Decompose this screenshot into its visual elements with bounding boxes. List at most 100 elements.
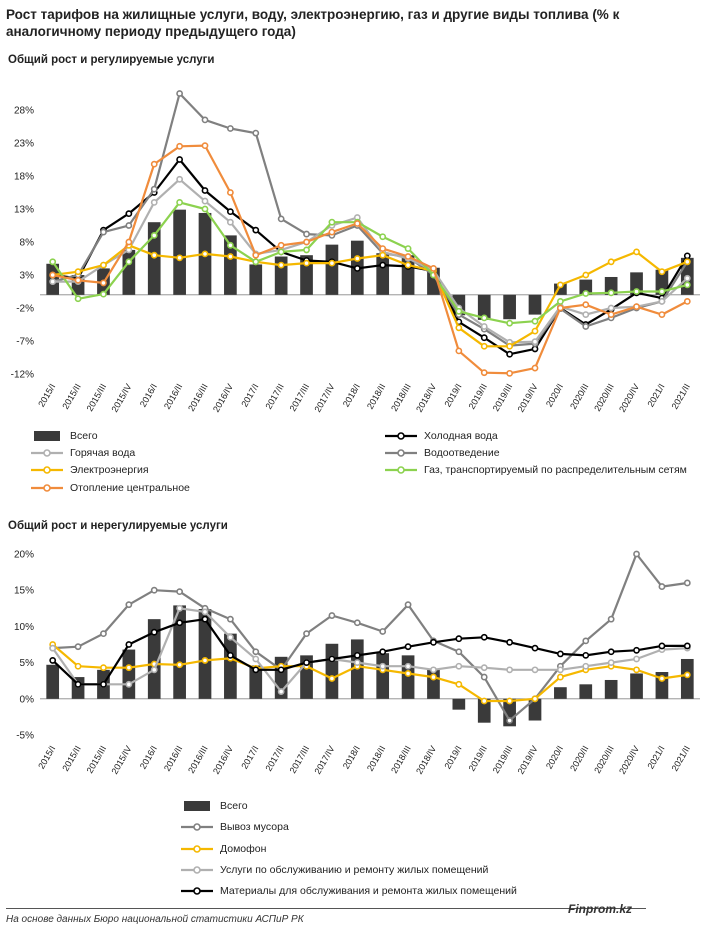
x-tick-label: 2015/II — [60, 744, 82, 773]
legend-marker — [193, 866, 201, 874]
footer-divider — [6, 908, 646, 909]
series-point — [74, 643, 82, 651]
bar-2020/IV — [630, 673, 643, 699]
x-tick-label: 2015/IV — [109, 382, 133, 414]
series-point — [556, 673, 564, 681]
x-tick-label: 2019/II — [467, 382, 489, 411]
series-point — [201, 187, 209, 194]
series-point — [607, 615, 615, 623]
series-point — [201, 197, 209, 205]
legend-marker — [43, 484, 51, 492]
legend-marker — [397, 449, 405, 457]
bar-2021/II — [680, 658, 694, 699]
series-line-2 — [51, 643, 688, 703]
series-point — [277, 241, 285, 249]
series-point — [252, 258, 260, 266]
series-point — [633, 288, 640, 295]
y-tick-label: 28% — [14, 106, 34, 117]
series-point — [150, 251, 158, 259]
x-tick-label: 2018/III — [389, 382, 413, 413]
series-point — [480, 633, 488, 641]
y-tick-label: 15% — [14, 586, 34, 597]
x-tick-label: 2015/I — [36, 382, 57, 409]
series-point — [100, 279, 107, 287]
bar-2016/IV — [224, 235, 237, 295]
series-point — [683, 252, 691, 260]
legend-item: Домофон — [180, 843, 266, 855]
legend-label: Горячая вода — [70, 447, 136, 459]
legend-label: Всего — [70, 430, 98, 442]
series-line-3 — [51, 607, 688, 693]
series-point — [633, 666, 640, 674]
legend-item: Всего — [180, 800, 248, 812]
series-point — [100, 664, 107, 672]
legend-marker — [193, 845, 201, 853]
bar-2016/III — [198, 609, 212, 699]
series-point — [506, 717, 514, 724]
y-tick-label: -2% — [16, 304, 34, 315]
series-point — [633, 303, 640, 311]
series-point — [506, 319, 514, 327]
series-point — [582, 301, 590, 309]
series-point — [480, 342, 488, 350]
x-tick-label: 2018/I — [341, 382, 362, 409]
series-point — [683, 671, 691, 679]
x-tick-label: 2015/III — [85, 382, 109, 413]
series-point — [176, 199, 184, 206]
legend-label: Вывоз мусора — [220, 821, 289, 833]
series-point — [607, 311, 615, 318]
series-point — [328, 218, 336, 226]
legend-bar-swatch — [184, 801, 210, 811]
series-point — [49, 271, 57, 279]
series-point — [531, 327, 539, 335]
series-point — [633, 550, 640, 558]
x-tick-label: 2020/III — [592, 382, 616, 413]
legend-item: Вывоз мусора — [180, 821, 289, 833]
legend-item: Электроэнергия — [30, 464, 149, 476]
series-point — [226, 615, 234, 623]
series-point — [328, 228, 336, 236]
series-point — [430, 638, 437, 646]
series-point — [201, 250, 209, 258]
series-point — [683, 642, 691, 650]
legend-label: Услуги по обслуживанию и ремонту жилых п… — [220, 864, 489, 876]
x-tick-label: 2017/II — [263, 382, 285, 411]
series-point — [455, 662, 463, 670]
series-point — [201, 205, 209, 213]
series-point — [201, 142, 209, 150]
y-tick-label: -7% — [16, 337, 34, 348]
series-point — [556, 666, 564, 674]
source-note: На основе данных Бюро национальной стати… — [6, 914, 304, 925]
series-point — [404, 261, 412, 269]
series-point — [252, 655, 260, 663]
series-line-1 — [52, 158, 689, 356]
series-line-6 — [52, 144, 688, 375]
y-tick-label: -12% — [11, 370, 34, 381]
series-line-2 — [52, 92, 689, 347]
x-tick-label: 2016/II — [162, 744, 184, 773]
series-point — [176, 588, 184, 596]
bar-2016/IV — [224, 633, 237, 699]
series-point — [277, 215, 285, 223]
series-point — [303, 246, 310, 254]
series-point — [455, 347, 463, 355]
series-point — [100, 680, 107, 688]
series-point — [404, 245, 412, 252]
x-tick-label: 2016/I — [138, 382, 159, 409]
series-point — [226, 218, 234, 226]
series-point — [633, 248, 640, 256]
series-point — [49, 258, 57, 266]
x-tick-label: 2016/I — [138, 744, 159, 771]
series-point — [74, 662, 82, 670]
x-tick-label: 2019/I — [442, 744, 463, 771]
series-point — [404, 601, 412, 609]
series-point — [531, 364, 539, 372]
series-point — [379, 261, 387, 269]
chart2-subtitle: Общий рост и нерегулируемые услуги — [8, 520, 228, 532]
x-tick-label: 2020/III — [592, 744, 616, 775]
bar-2020/III — [604, 679, 618, 699]
series-point — [353, 651, 361, 659]
bar-2019/II — [477, 294, 491, 320]
series-point — [658, 297, 666, 305]
legend-swatch — [31, 449, 63, 457]
